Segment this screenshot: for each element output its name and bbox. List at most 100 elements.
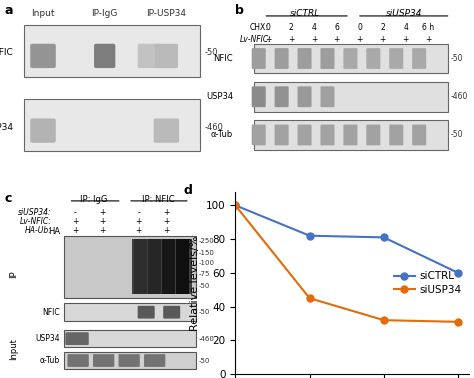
- Text: HA: HA: [48, 226, 60, 235]
- Text: -460: -460: [451, 92, 468, 101]
- Text: USP34: USP34: [0, 122, 13, 132]
- Text: 2: 2: [289, 23, 293, 32]
- FancyBboxPatch shape: [93, 354, 114, 367]
- siCTRL: [455, 271, 461, 275]
- Text: Lv-NFIC:: Lv-NFIC:: [19, 217, 52, 226]
- FancyBboxPatch shape: [137, 306, 155, 319]
- Text: 0: 0: [357, 23, 362, 32]
- FancyBboxPatch shape: [155, 44, 178, 68]
- Text: -50: -50: [198, 358, 210, 364]
- Text: -100: -100: [198, 260, 214, 266]
- Text: -50: -50: [205, 48, 218, 57]
- FancyBboxPatch shape: [343, 48, 357, 69]
- FancyBboxPatch shape: [137, 44, 161, 68]
- Text: +: +: [72, 217, 78, 226]
- FancyBboxPatch shape: [366, 48, 380, 69]
- FancyBboxPatch shape: [144, 354, 165, 367]
- Text: Input: Input: [31, 9, 55, 18]
- Line: siCTRL: siCTRL: [232, 202, 462, 276]
- Text: IP-IgG: IP-IgG: [91, 9, 118, 18]
- Text: IP: IgG: IP: IgG: [81, 195, 108, 204]
- FancyBboxPatch shape: [389, 124, 403, 146]
- Text: 4: 4: [311, 23, 316, 32]
- Text: -460: -460: [205, 122, 224, 132]
- FancyBboxPatch shape: [366, 124, 380, 146]
- Text: +: +: [288, 35, 294, 44]
- Text: -150: -150: [198, 250, 214, 256]
- Text: α-Tub: α-Tub: [40, 356, 60, 365]
- FancyBboxPatch shape: [30, 118, 56, 143]
- Text: Input: Input: [9, 338, 18, 359]
- FancyBboxPatch shape: [320, 86, 335, 107]
- Text: siUSP34:: siUSP34:: [18, 208, 52, 217]
- Text: -50: -50: [198, 309, 210, 315]
- Text: +: +: [425, 35, 432, 44]
- FancyBboxPatch shape: [254, 120, 448, 150]
- FancyBboxPatch shape: [320, 124, 335, 146]
- Text: +: +: [100, 217, 106, 226]
- siCTRL: [307, 234, 312, 238]
- FancyBboxPatch shape: [24, 25, 201, 77]
- Text: NFIC: NFIC: [42, 308, 60, 317]
- Text: 2: 2: [380, 23, 385, 32]
- Text: -250: -250: [198, 237, 214, 243]
- Text: -: -: [73, 208, 76, 217]
- Text: a: a: [5, 4, 13, 17]
- FancyBboxPatch shape: [274, 86, 289, 107]
- Text: b: b: [235, 4, 244, 17]
- Text: IP: IP: [9, 270, 18, 278]
- FancyBboxPatch shape: [163, 306, 180, 319]
- Text: +: +: [356, 35, 363, 44]
- Text: +: +: [72, 226, 78, 235]
- Text: 6 h: 6 h: [422, 23, 435, 32]
- FancyBboxPatch shape: [64, 235, 196, 297]
- Text: HA-Ub:: HA-Ub:: [25, 226, 52, 235]
- Text: IP-USP34: IP-USP34: [146, 9, 186, 18]
- FancyBboxPatch shape: [135, 239, 147, 294]
- Text: -75: -75: [198, 271, 210, 277]
- FancyBboxPatch shape: [412, 124, 426, 146]
- FancyBboxPatch shape: [274, 48, 289, 69]
- FancyBboxPatch shape: [64, 303, 196, 321]
- Text: +: +: [380, 35, 386, 44]
- Text: +: +: [136, 217, 142, 226]
- Text: NFIC: NFIC: [213, 54, 233, 63]
- Text: 6: 6: [334, 23, 339, 32]
- FancyBboxPatch shape: [343, 124, 357, 146]
- FancyBboxPatch shape: [30, 44, 56, 68]
- Text: siCTRL: siCTRL: [291, 9, 320, 18]
- FancyBboxPatch shape: [298, 86, 311, 107]
- siUSP34: [307, 296, 312, 301]
- Text: -: -: [137, 208, 140, 217]
- Text: +: +: [100, 226, 106, 235]
- FancyBboxPatch shape: [389, 48, 403, 69]
- FancyBboxPatch shape: [94, 44, 115, 68]
- Text: +: +: [311, 35, 317, 44]
- Text: +: +: [402, 35, 409, 44]
- FancyBboxPatch shape: [65, 332, 89, 345]
- FancyBboxPatch shape: [132, 239, 192, 294]
- Text: USP34: USP34: [36, 334, 60, 343]
- Text: +: +: [136, 226, 142, 235]
- siUSP34: [455, 319, 461, 324]
- FancyBboxPatch shape: [162, 239, 175, 294]
- Line: siUSP34: siUSP34: [232, 202, 462, 325]
- Text: +: +: [100, 208, 106, 217]
- Text: USP34: USP34: [206, 92, 233, 101]
- Legend: siCTRL, siUSP34: siCTRL, siUSP34: [392, 270, 464, 297]
- Text: -50: -50: [198, 284, 210, 290]
- FancyBboxPatch shape: [298, 48, 311, 69]
- Text: 0: 0: [265, 23, 271, 32]
- Text: 4: 4: [403, 23, 408, 32]
- Text: +: +: [265, 35, 271, 44]
- FancyBboxPatch shape: [24, 99, 201, 152]
- Text: IP: NFIC: IP: NFIC: [142, 195, 174, 204]
- FancyBboxPatch shape: [274, 124, 289, 146]
- Text: siUSP34: siUSP34: [385, 9, 422, 18]
- Text: c: c: [5, 192, 12, 205]
- FancyBboxPatch shape: [64, 330, 196, 347]
- FancyBboxPatch shape: [298, 124, 311, 146]
- Text: NFIC: NFIC: [0, 48, 13, 57]
- FancyBboxPatch shape: [252, 86, 266, 107]
- FancyBboxPatch shape: [254, 82, 448, 112]
